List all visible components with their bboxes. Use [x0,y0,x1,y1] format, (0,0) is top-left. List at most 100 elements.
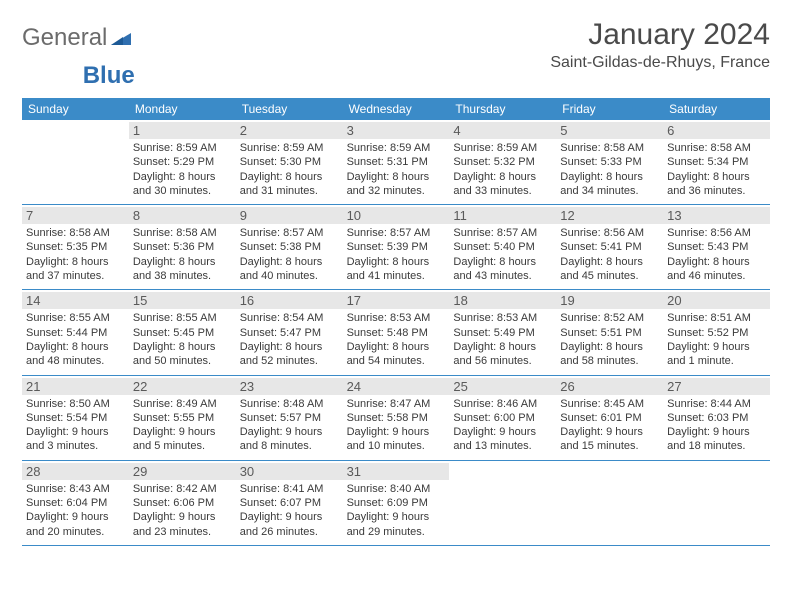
weekday-header: Wednesday [343,98,450,120]
day-cell: 25 Sunrise: 8:46 AMSunset: 6:00 PMDayligh… [449,376,556,460]
day-number [556,463,663,480]
location: Saint-Gildas-de-Rhuys, France [550,54,770,72]
day-cell: 14 Sunrise: 8:55 AMSunset: 5:44 PMDayligh… [22,290,129,374]
weekday-header: Sunday [22,98,129,120]
day-cell: 21Sunrise: 8:50 AMSunset: 5:54 PMDayligh… [22,376,129,460]
day-cell: 2Sunrise: 8:59 AMSunset: 5:30 PMDaylight… [236,120,343,204]
day-number: 28 [22,463,129,480]
day-details: Sunrise: 8:53 AMSunset: 5:48 PMDaylight:… [347,311,446,368]
day-cell: 28Sunrise: 8:43 AMSunset: 6:04 PMDayligh… [22,461,129,545]
weekday-header: Friday [556,98,663,120]
day-details: Sunrise: 8:41 AMSunset: 6:07 PMDaylight:… [240,482,339,539]
day-number: 13 [663,207,770,224]
weekday-header-row: Sunday Monday Tuesday Wednesday Thursday… [22,98,770,120]
day-details: Sunrise: 8:59 AMSunset: 5:31 PMDaylight:… [347,141,446,198]
day-cell: 31Sunrise: 8:40 AMSunset: 6:09 PMDayligh… [343,461,450,545]
weekday-header: Saturday [663,98,770,120]
day-details: Sunrise: 8:57 AMSunset: 5:40 PMDaylight:… [453,226,552,283]
day-number: 7 [22,207,129,224]
day-cell: 23 Sunrise: 8:48 AMSunset: 5:57 PMDayligh… [236,376,343,460]
day-cell: 22 Sunrise: 8:49 AMSunset: 5:55 PMDayligh… [129,376,236,460]
day-details: Sunrise: 8:54 AMSunset: 5:47 PMDaylight:… [240,311,339,368]
day-cell: 12Sunrise: 8:56 AMSunset: 5:41 PMDayligh… [556,205,663,289]
day-number: 1 [129,122,236,139]
day-cell: 8 Sunrise: 8:58 AMSunset: 5:36 PMDaylight… [129,205,236,289]
day-details: Sunrise: 8:47 AMSunset: 5:58 PMDaylight:… [347,397,446,454]
day-number: 18 [449,292,556,309]
day-details: Sunrise: 8:49 AMSunset: 5:55 PMDaylight:… [133,397,232,454]
title-block: January 2024 Saint-Gildas-de-Rhuys, Fran… [550,18,770,72]
day-number: 19 [556,292,663,309]
day-cell: 17 Sunrise: 8:53 AMSunset: 5:48 PMDayligh… [343,290,450,374]
day-details: Sunrise: 8:58 AMSunset: 5:34 PMDaylight:… [667,141,766,198]
day-number [22,122,129,139]
day-number: 15 [129,292,236,309]
day-number [449,463,556,480]
day-cell: 10 Sunrise: 8:57 AMSunset: 5:39 PMDayligh… [343,205,450,289]
logo-text-gray: General [22,24,107,52]
day-details: Sunrise: 8:46 AMSunset: 6:00 PMDaylight:… [453,397,552,454]
day-cell: 1Sunrise: 8:59 AMSunset: 5:29 PMDaylight… [129,120,236,204]
day-number: 20 [663,292,770,309]
day-cell: 24 Sunrise: 8:47 AMSunset: 5:58 PMDayligh… [343,376,450,460]
day-cell: 26Sunrise: 8:45 AMSunset: 6:01 PMDayligh… [556,376,663,460]
weeks-container: 1Sunrise: 8:59 AMSunset: 5:29 PMDaylight… [22,120,770,546]
logo-text-blue: Blue [83,62,135,90]
day-number: 29 [129,463,236,480]
week-row: 14 Sunrise: 8:55 AMSunset: 5:44 PMDayligh… [22,290,770,375]
day-number: 22 [129,378,236,395]
day-number: 17 [343,292,450,309]
day-details: Sunrise: 8:55 AMSunset: 5:44 PMDaylight:… [26,311,125,368]
day-cell: 5 Sunrise: 8:58 AMSunset: 5:33 PMDaylight… [556,120,663,204]
day-details: Sunrise: 8:48 AMSunset: 5:57 PMDaylight:… [240,397,339,454]
day-number: 8 [129,207,236,224]
logo-triangle-icon [111,27,131,50]
day-number: 25 [449,378,556,395]
day-details: Sunrise: 8:59 AMSunset: 5:32 PMDaylight:… [453,141,552,198]
day-number: 5 [556,122,663,139]
day-cell [449,461,556,545]
day-number: 21 [22,378,129,395]
month-title: January 2024 [550,18,770,52]
day-number: 27 [663,378,770,395]
day-number: 9 [236,207,343,224]
day-details: Sunrise: 8:58 AMSunset: 5:35 PMDaylight:… [26,226,125,283]
weekday-header: Tuesday [236,98,343,120]
day-cell: 15Sunrise: 8:55 AMSunset: 5:45 PMDayligh… [129,290,236,374]
day-number: 6 [663,122,770,139]
day-details: Sunrise: 8:56 AMSunset: 5:43 PMDaylight:… [667,226,766,283]
day-number: 24 [343,378,450,395]
day-cell: 7 Sunrise: 8:58 AMSunset: 5:35 PMDaylight… [22,205,129,289]
day-cell: 6 Sunrise: 8:58 AMSunset: 5:34 PMDaylight… [663,120,770,204]
day-number: 14 [22,292,129,309]
day-details: Sunrise: 8:57 AMSunset: 5:39 PMDaylight:… [347,226,446,283]
weekday-header: Monday [129,98,236,120]
logo: General [22,18,133,52]
day-number: 16 [236,292,343,309]
day-cell [22,120,129,204]
day-details: Sunrise: 8:58 AMSunset: 5:33 PMDaylight:… [560,141,659,198]
day-cell: 19Sunrise: 8:52 AMSunset: 5:51 PMDayligh… [556,290,663,374]
day-cell: 29Sunrise: 8:42 AMSunset: 6:06 PMDayligh… [129,461,236,545]
day-cell [556,461,663,545]
day-cell: 3Sunrise: 8:59 AMSunset: 5:31 PMDaylight… [343,120,450,204]
day-details: Sunrise: 8:51 AMSunset: 5:52 PMDaylight:… [667,311,766,368]
week-row: 7 Sunrise: 8:58 AMSunset: 5:35 PMDaylight… [22,205,770,290]
day-details: Sunrise: 8:57 AMSunset: 5:38 PMDaylight:… [240,226,339,283]
day-number: 10 [343,207,450,224]
day-number: 4 [449,122,556,139]
day-cell: 11 Sunrise: 8:57 AMSunset: 5:40 PMDayligh… [449,205,556,289]
day-number: 23 [236,378,343,395]
day-number: 12 [556,207,663,224]
day-cell: 30 Sunrise: 8:41 AMSunset: 6:07 PMDayligh… [236,461,343,545]
day-cell [663,461,770,545]
day-number: 30 [236,463,343,480]
day-cell: 9 Sunrise: 8:57 AMSunset: 5:38 PMDaylight… [236,205,343,289]
day-details: Sunrise: 8:44 AMSunset: 6:03 PMDaylight:… [667,397,766,454]
day-details: Sunrise: 8:40 AMSunset: 6:09 PMDaylight:… [347,482,446,539]
week-row: 1Sunrise: 8:59 AMSunset: 5:29 PMDaylight… [22,120,770,205]
week-row: 21Sunrise: 8:50 AMSunset: 5:54 PMDayligh… [22,376,770,461]
day-number: 11 [449,207,556,224]
day-number [663,463,770,480]
day-details: Sunrise: 8:58 AMSunset: 5:36 PMDaylight:… [133,226,232,283]
